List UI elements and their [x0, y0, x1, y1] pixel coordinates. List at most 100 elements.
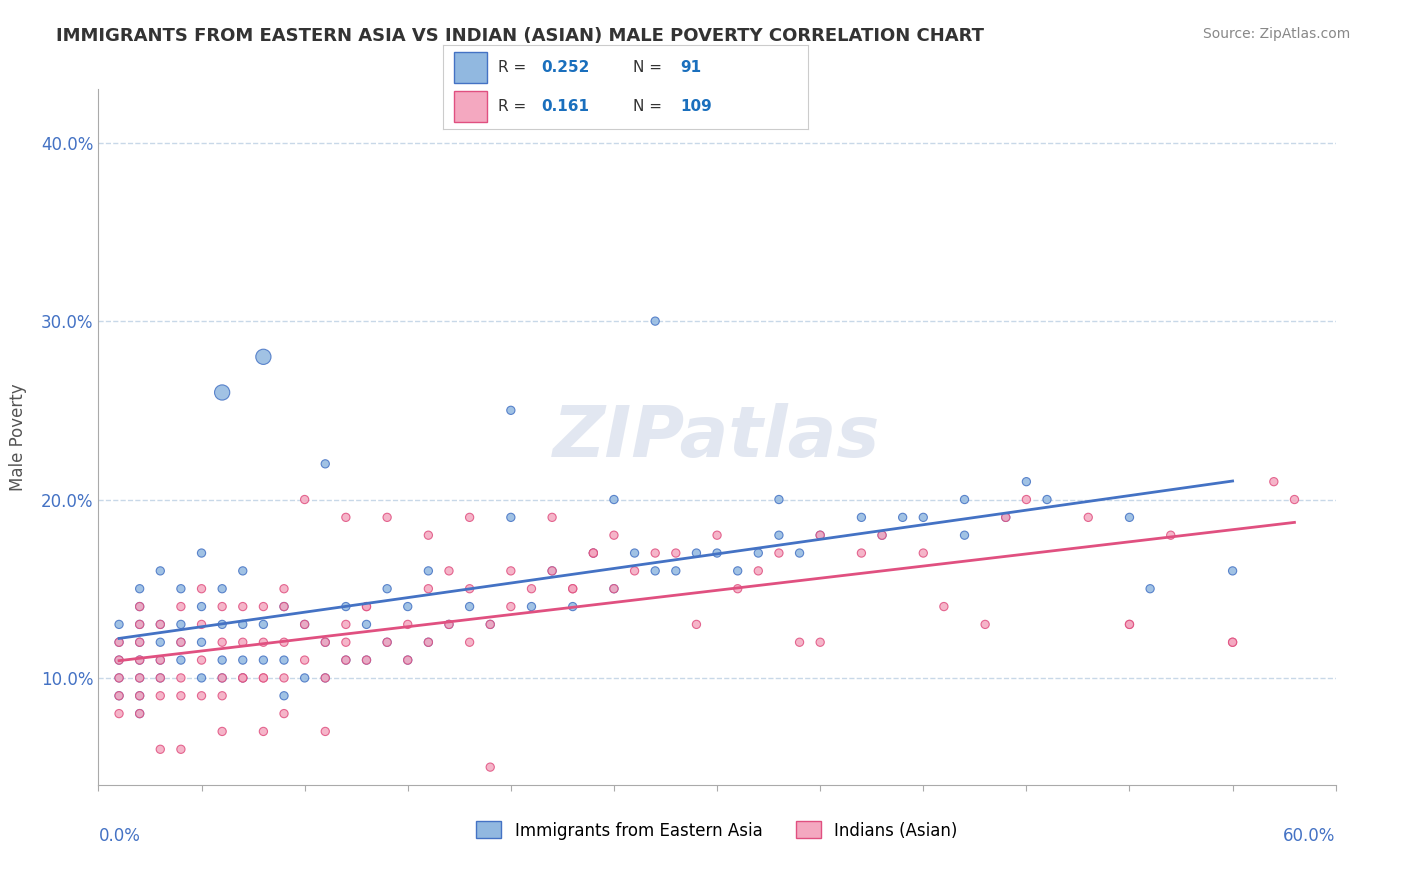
Point — [108, 653, 131, 667]
Point — [603, 492, 626, 507]
Point — [314, 671, 336, 685]
Point — [499, 403, 522, 417]
Point — [356, 653, 378, 667]
Point — [375, 582, 398, 596]
Point — [561, 599, 583, 614]
Point — [458, 582, 481, 596]
Point — [128, 653, 150, 667]
Bar — [454, 53, 486, 83]
Point — [128, 635, 150, 649]
Point — [314, 635, 336, 649]
Point — [211, 582, 233, 596]
Point — [232, 671, 254, 685]
Point — [418, 635, 440, 649]
Point — [458, 635, 481, 649]
Point — [789, 546, 811, 560]
Point — [851, 546, 873, 560]
Point — [623, 546, 645, 560]
Point — [170, 689, 193, 703]
Point — [458, 510, 481, 524]
Point — [170, 617, 193, 632]
Point — [128, 689, 150, 703]
Point — [108, 653, 131, 667]
Text: R =: R = — [498, 99, 531, 114]
Point — [582, 546, 605, 560]
Point — [128, 653, 150, 667]
Point — [211, 724, 233, 739]
Point — [252, 671, 274, 685]
Point — [170, 599, 193, 614]
Point — [685, 617, 707, 632]
Point — [851, 510, 873, 524]
Text: 0.161: 0.161 — [541, 99, 589, 114]
Point — [211, 671, 233, 685]
Point — [108, 671, 131, 685]
Point — [499, 510, 522, 524]
Point — [1077, 510, 1099, 524]
Point — [149, 653, 172, 667]
Text: Source: ZipAtlas.com: Source: ZipAtlas.com — [1202, 27, 1350, 41]
Text: IMMIGRANTS FROM EASTERN ASIA VS INDIAN (ASIAN) MALE POVERTY CORRELATION CHART: IMMIGRANTS FROM EASTERN ASIA VS INDIAN (… — [56, 27, 984, 45]
Point — [128, 599, 150, 614]
Point — [912, 510, 935, 524]
Point — [252, 599, 274, 614]
Point — [232, 599, 254, 614]
Point — [335, 617, 357, 632]
Point — [149, 617, 172, 632]
Point — [190, 689, 212, 703]
Point — [149, 617, 172, 632]
Point — [170, 635, 193, 649]
Point — [108, 706, 131, 721]
Point — [149, 671, 172, 685]
Point — [108, 671, 131, 685]
Point — [375, 635, 398, 649]
Y-axis label: Male Poverty: Male Poverty — [10, 384, 27, 491]
Point — [437, 564, 460, 578]
Text: ZIPatlas: ZIPatlas — [554, 402, 880, 472]
Point — [190, 582, 212, 596]
Point — [128, 635, 150, 649]
Point — [747, 564, 769, 578]
Point — [458, 599, 481, 614]
Text: 109: 109 — [681, 99, 713, 114]
Point — [396, 653, 419, 667]
Point — [149, 742, 172, 756]
Point — [499, 564, 522, 578]
Point — [273, 635, 295, 649]
Point — [870, 528, 893, 542]
Point — [994, 510, 1017, 524]
Point — [149, 671, 172, 685]
Point — [190, 617, 212, 632]
Point — [479, 760, 502, 774]
Point — [808, 528, 831, 542]
Point — [561, 582, 583, 596]
Point — [170, 742, 193, 756]
Point — [603, 582, 626, 596]
Point — [520, 599, 543, 614]
Point — [891, 510, 914, 524]
Point — [396, 653, 419, 667]
Text: R =: R = — [498, 60, 531, 75]
Point — [396, 599, 419, 614]
Text: 0.0%: 0.0% — [98, 827, 141, 845]
Point — [706, 546, 728, 560]
Point — [479, 617, 502, 632]
Point — [294, 671, 316, 685]
Point — [252, 635, 274, 649]
Point — [335, 653, 357, 667]
Point — [1015, 475, 1038, 489]
Point — [768, 492, 790, 507]
Point — [128, 671, 150, 685]
Point — [108, 635, 131, 649]
Point — [335, 653, 357, 667]
Point — [1015, 492, 1038, 507]
Point — [1160, 528, 1182, 542]
Point — [520, 582, 543, 596]
Point — [623, 564, 645, 578]
Point — [232, 635, 254, 649]
Point — [211, 635, 233, 649]
Point — [273, 582, 295, 596]
Point — [644, 314, 666, 328]
Point — [211, 653, 233, 667]
Legend: Immigrants from Eastern Asia, Indians (Asian): Immigrants from Eastern Asia, Indians (A… — [470, 814, 965, 847]
